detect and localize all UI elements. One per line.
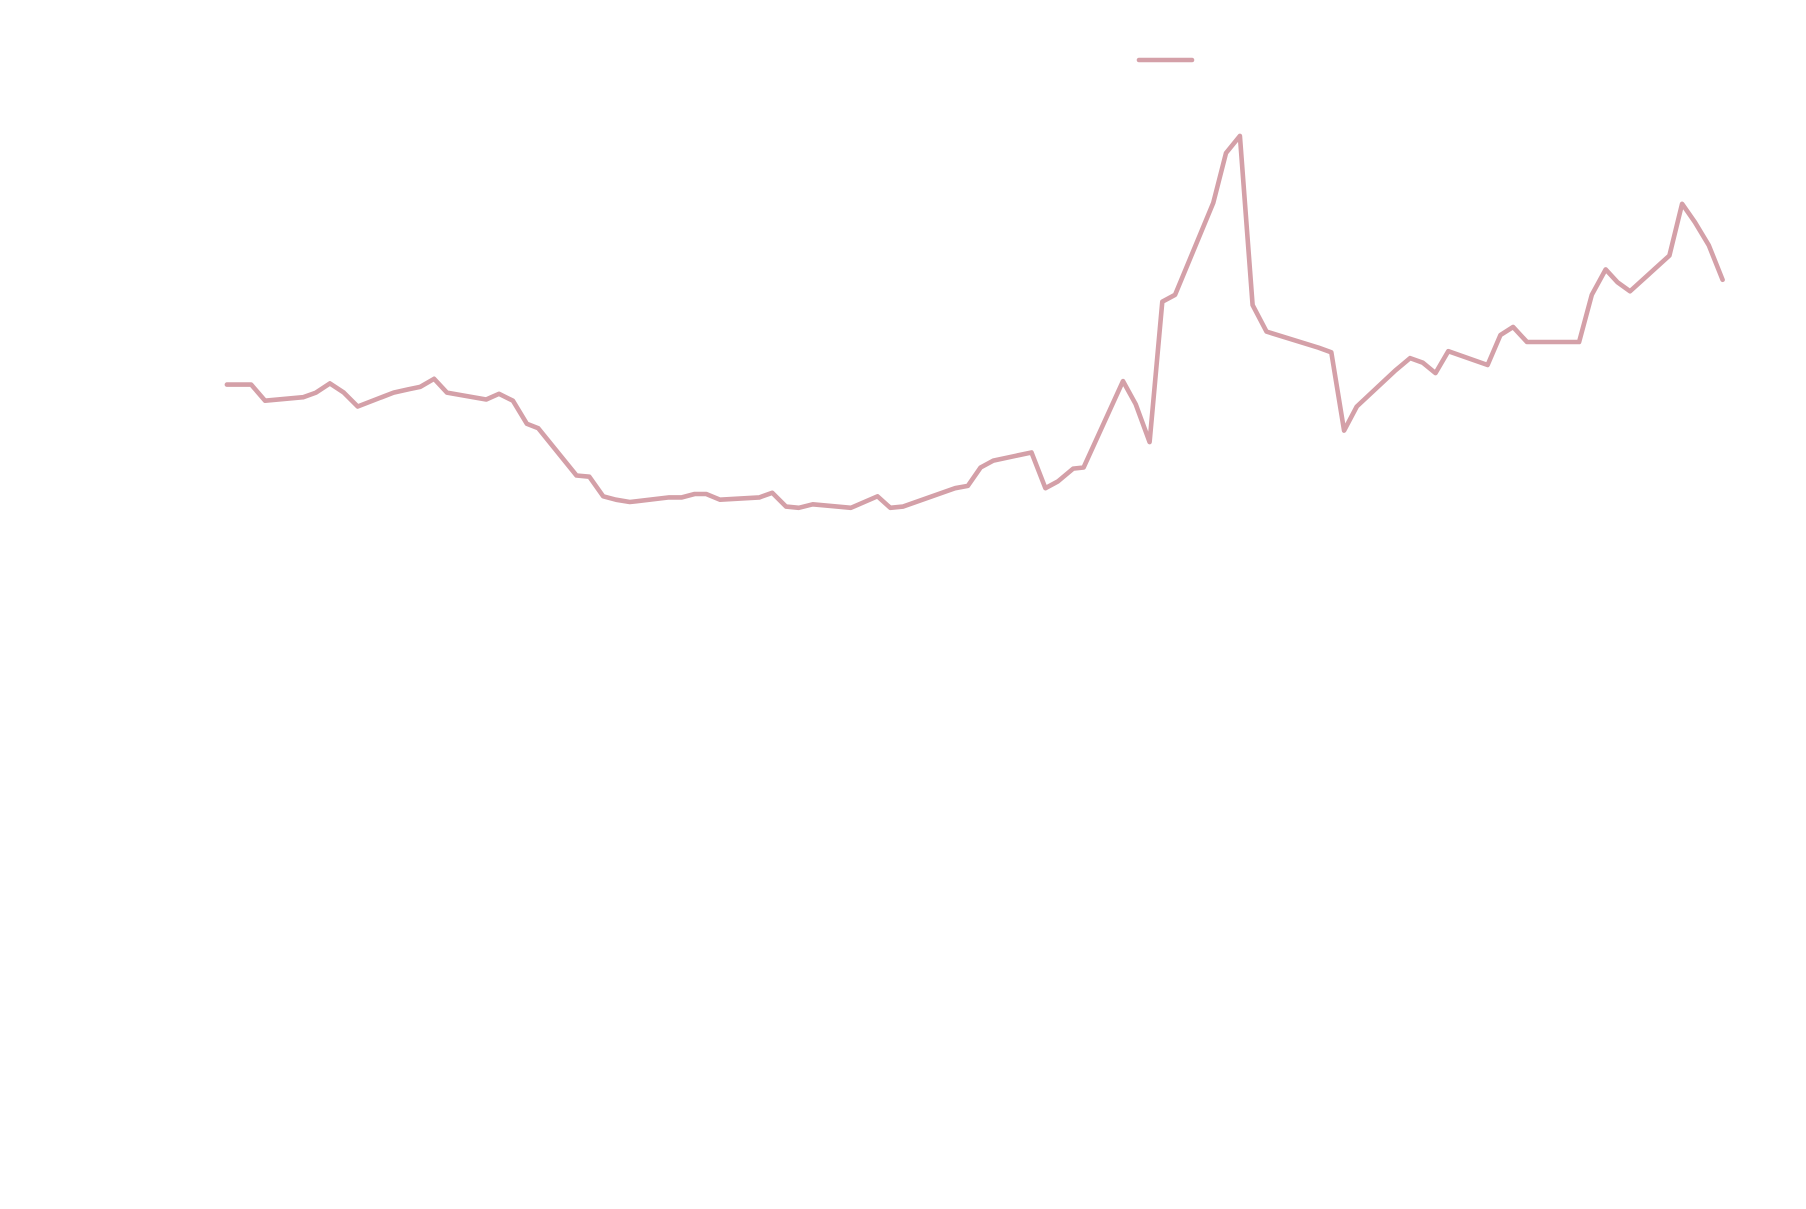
series-line xyxy=(224,133,1725,511)
